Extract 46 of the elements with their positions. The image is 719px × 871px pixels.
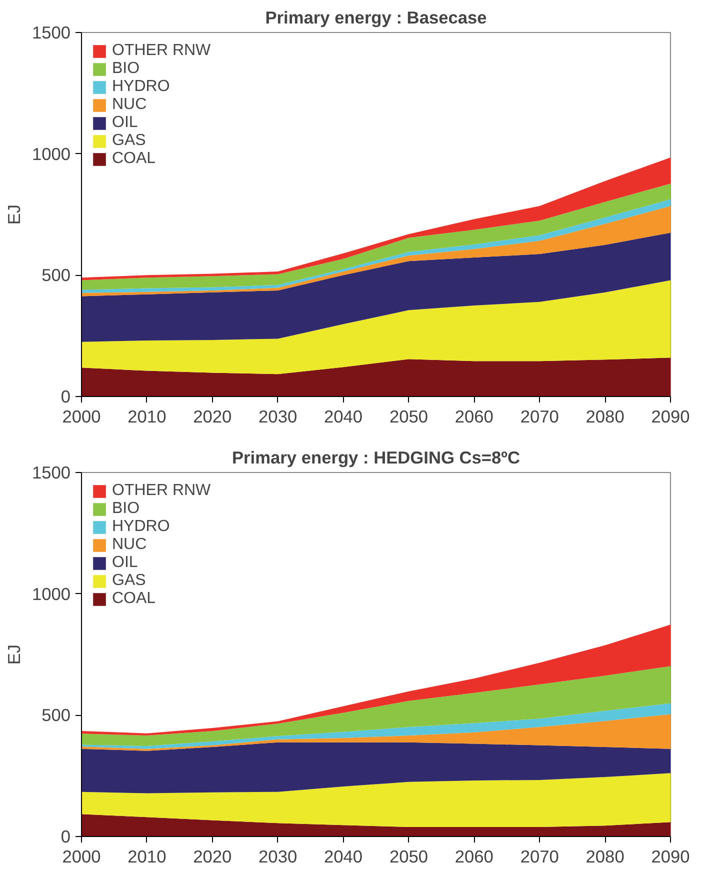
x-tick-label: 2020	[193, 406, 232, 426]
legend-label: BIO	[112, 60, 140, 78]
x-tick-label: 2030	[258, 846, 298, 866]
x-tick-label: 2050	[389, 846, 428, 866]
y-tick-label: 0	[60, 826, 71, 846]
y-axis-title: EJ	[4, 204, 24, 225]
y-tick-label: 1500	[32, 22, 71, 42]
y-tick-label: 1000	[32, 584, 71, 604]
x-tick-label: 2060	[454, 846, 494, 866]
y-tick-label: 1000	[32, 144, 71, 164]
chart-title: Primary energy : HEDGING Cs=8ºC	[232, 448, 520, 468]
x-tick-label: 2080	[586, 406, 624, 426]
legend-label: BIO	[112, 500, 140, 518]
y-tick-label: 0	[60, 386, 71, 406]
legend-label: GAS	[112, 132, 146, 150]
x-tick-label: 2000	[62, 846, 101, 866]
legend-label: HYDRO	[112, 518, 170, 536]
x-tick-label: 2030	[258, 406, 298, 426]
legend-label: COAL	[112, 150, 156, 168]
chart-title: Primary energy : Basecase	[265, 8, 488, 28]
y-tick-label: 500	[42, 705, 71, 726]
x-tick-label: 2080	[586, 846, 624, 866]
x-tick-label: 2040	[324, 846, 363, 866]
y-tick-label: 500	[42, 265, 71, 286]
legend-label: OTHER RNW	[112, 42, 211, 60]
legend-label: NUC	[112, 96, 147, 114]
x-tick-label: 2090	[651, 846, 690, 866]
y-axis-title: EJ	[4, 644, 24, 665]
legend-label: OTHER RNW	[112, 482, 211, 500]
x-tick-label: 2020	[193, 846, 232, 866]
legend-label: OIL	[112, 554, 138, 572]
x-tick-label: 2070	[520, 846, 559, 866]
legend-label: GAS	[112, 572, 146, 590]
legend-label: NUC	[112, 536, 147, 554]
legend-label: COAL	[112, 590, 156, 608]
x-tick-label: 2010	[128, 846, 166, 866]
x-tick-label: 2090	[651, 406, 690, 426]
x-tick-label: 2040	[324, 406, 363, 426]
legend-label: HYDRO	[112, 78, 170, 96]
x-tick-label: 2010	[128, 406, 166, 426]
x-tick-label: 2060	[454, 406, 494, 426]
y-tick-label: 1500	[32, 462, 71, 482]
x-tick-label: 2000	[62, 406, 101, 426]
x-tick-label: 2050	[389, 406, 428, 426]
x-tick-label: 2070	[520, 406, 559, 426]
legend-label: OIL	[112, 114, 138, 132]
